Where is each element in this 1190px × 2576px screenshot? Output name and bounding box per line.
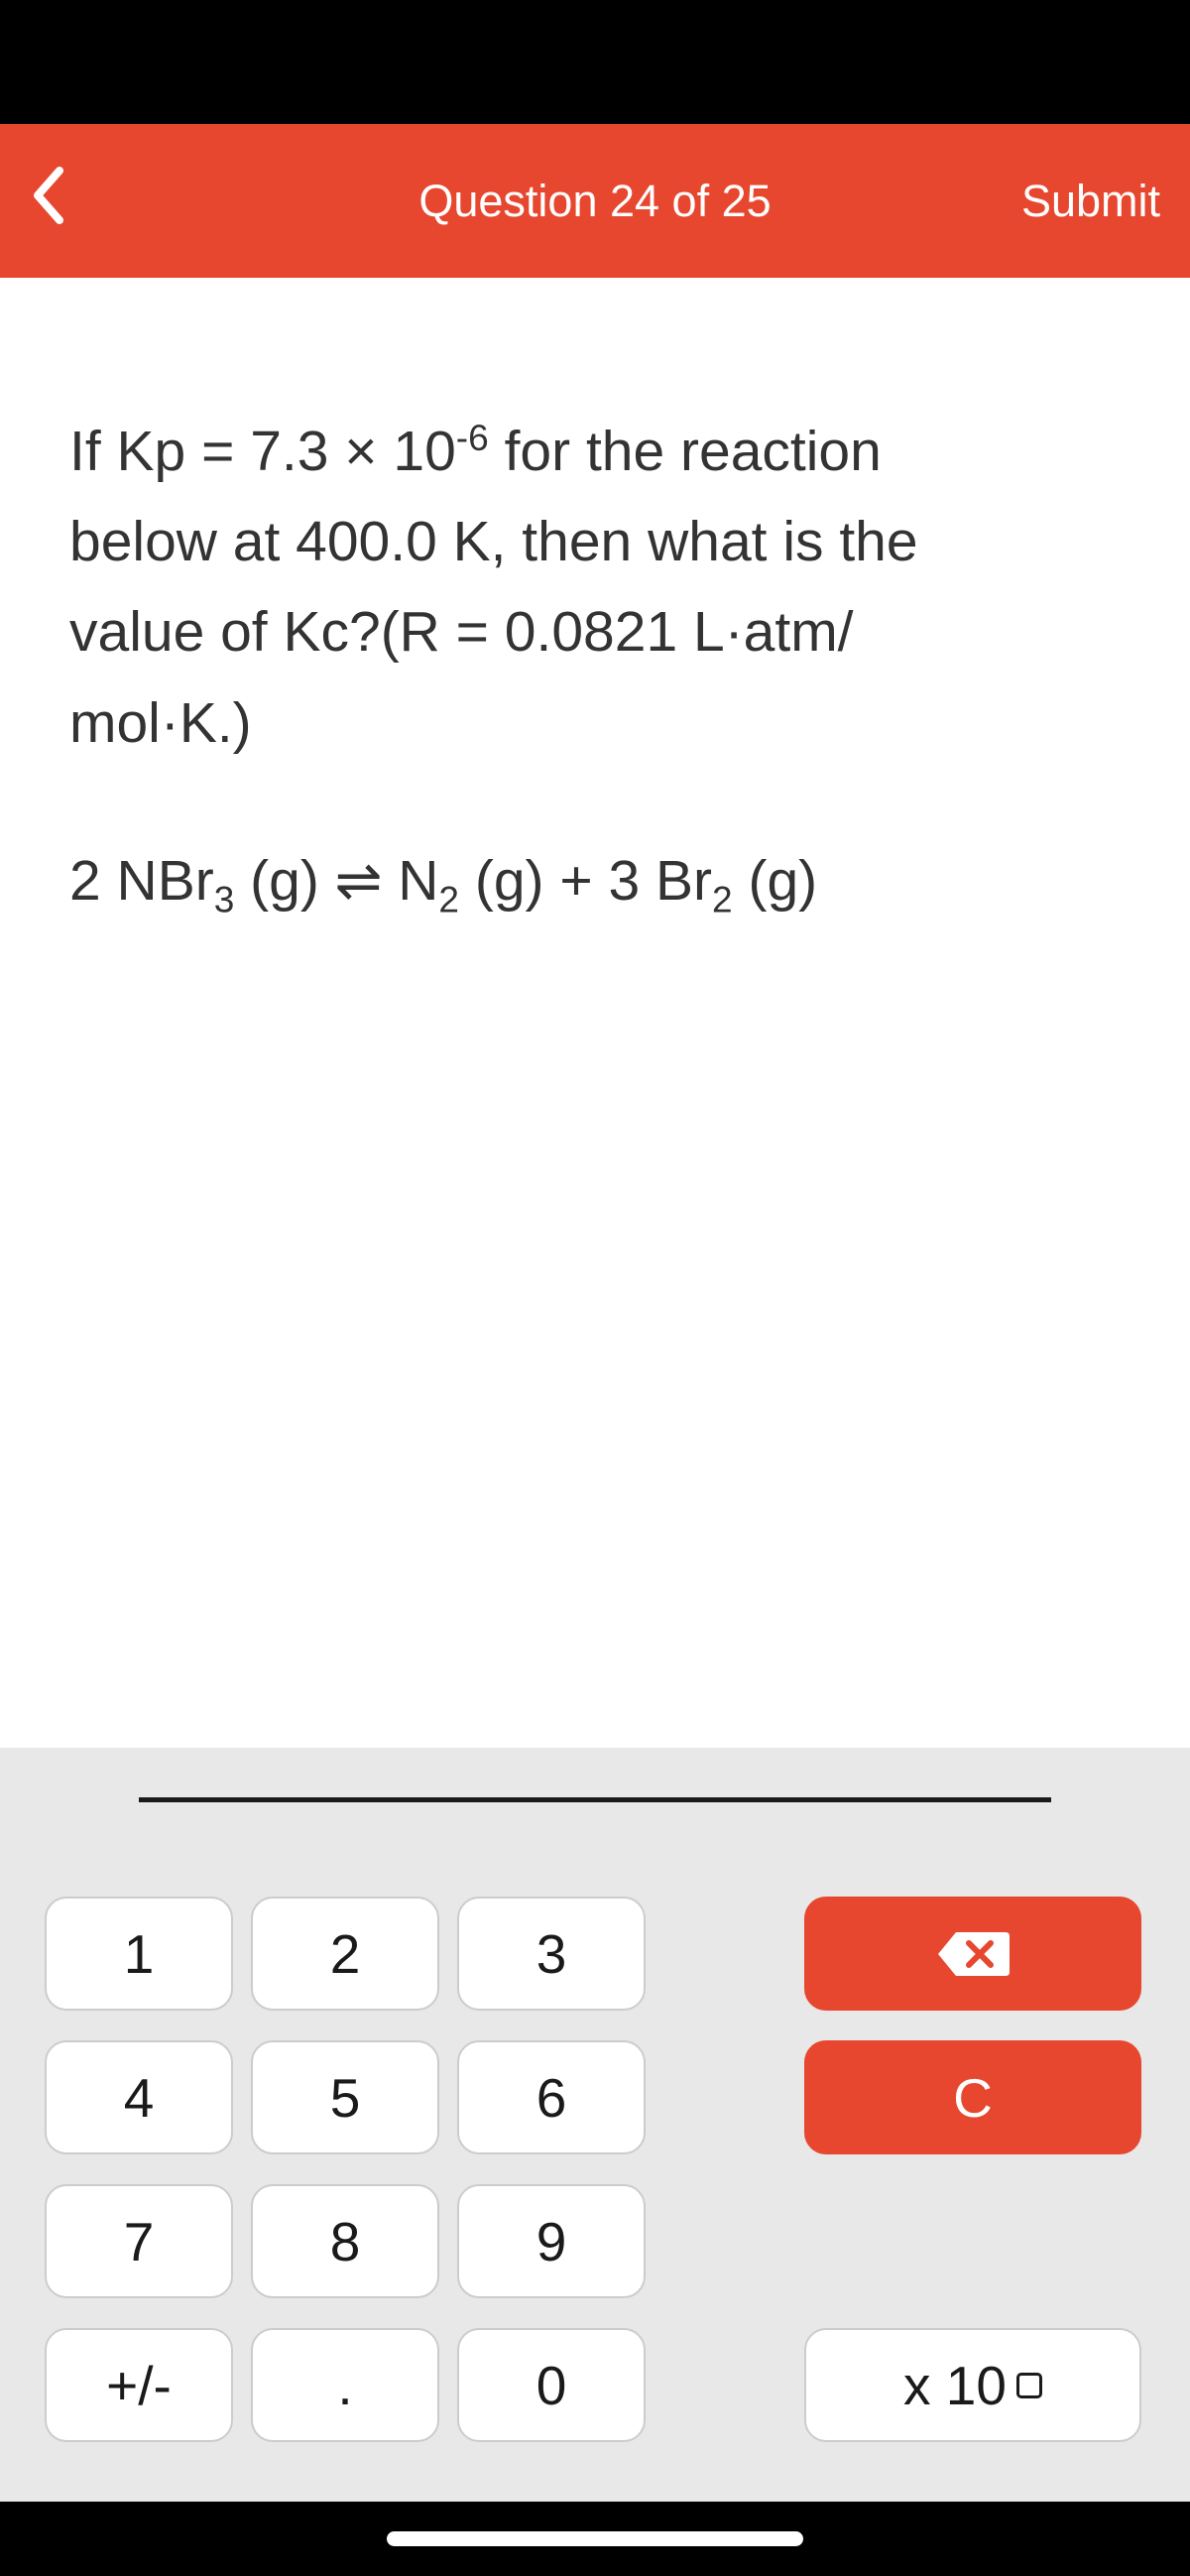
key-sign[interactable]: +/- <box>45 2328 233 2442</box>
exponent-box-icon <box>1016 2373 1042 2398</box>
home-indicator[interactable] <box>387 2531 803 2546</box>
question-line1-suffix: for the reaction <box>489 420 882 483</box>
eq-sub1: 3 <box>214 878 235 920</box>
chevron-left-icon <box>30 166 64 225</box>
question-content: If Kp = 7.3 × 10-6 for the reaction belo… <box>0 278 1190 1748</box>
eq-part1: 2 NBr <box>69 849 214 913</box>
key-3[interactable]: 3 <box>457 1897 646 2011</box>
number-grid: 1 2 3 4 5 6 7 8 9 +/- . 0 <box>45 1897 646 2442</box>
chemical-equation: 2 NBr3 (g) ⇌ N2 (g) + 3 Br2 (g) <box>69 848 1121 920</box>
keypad-area: 1 2 3 4 5 6 7 8 9 +/- . 0 C x 10 <box>0 1748 1190 2502</box>
key-8[interactable]: 8 <box>251 2184 439 2298</box>
clear-button[interactable]: C <box>804 2040 1141 2154</box>
key-1[interactable]: 1 <box>45 1897 233 2011</box>
eq-part4: (g) <box>733 849 818 913</box>
question-line1-prefix: If Kp = 7.3 × 10 <box>69 420 456 483</box>
question-line4: mol·K.) <box>69 691 252 755</box>
action-column: C x 10 <box>804 1897 1141 2442</box>
status-bar <box>0 0 1190 124</box>
question-line2: below at 400.0 K, then what is the <box>69 510 918 573</box>
key-0[interactable]: 0 <box>457 2328 646 2442</box>
answer-input[interactable] <box>139 1797 1051 1802</box>
keypad: 1 2 3 4 5 6 7 8 9 +/- . 0 C x 10 <box>45 1897 1145 2442</box>
eq-sub2: 2 <box>438 878 459 920</box>
key-6[interactable]: 6 <box>457 2040 646 2154</box>
header-bar: Question 24 of 25 Submit <box>0 124 1190 278</box>
eq-sub3: 2 <box>712 878 733 920</box>
key-4[interactable]: 4 <box>45 2040 233 2154</box>
submit-button[interactable]: Submit <box>1021 176 1160 227</box>
question-exponent: -6 <box>456 417 489 458</box>
bottom-bar <box>0 2502 1190 2576</box>
key-decimal[interactable]: . <box>251 2328 439 2442</box>
back-button[interactable] <box>30 162 89 241</box>
backspace-button[interactable] <box>804 1897 1141 2011</box>
eq-part3: (g) + 3 Br <box>459 849 712 913</box>
key-2[interactable]: 2 <box>251 1897 439 2011</box>
eq-part2: (g) ⇌ N <box>234 849 438 913</box>
key-5[interactable]: 5 <box>251 2040 439 2154</box>
question-line3: value of Kc?(R = 0.0821 L·atm/ <box>69 600 854 664</box>
backspace-icon <box>936 1929 1011 1979</box>
exp-label: x 10 <box>903 2354 1007 2417</box>
exponent-button[interactable]: x 10 <box>804 2328 1141 2442</box>
key-9[interactable]: 9 <box>457 2184 646 2298</box>
question-text: If Kp = 7.3 × 10-6 for the reaction belo… <box>69 407 1121 769</box>
key-7[interactable]: 7 <box>45 2184 233 2298</box>
question-counter: Question 24 of 25 <box>418 176 771 227</box>
